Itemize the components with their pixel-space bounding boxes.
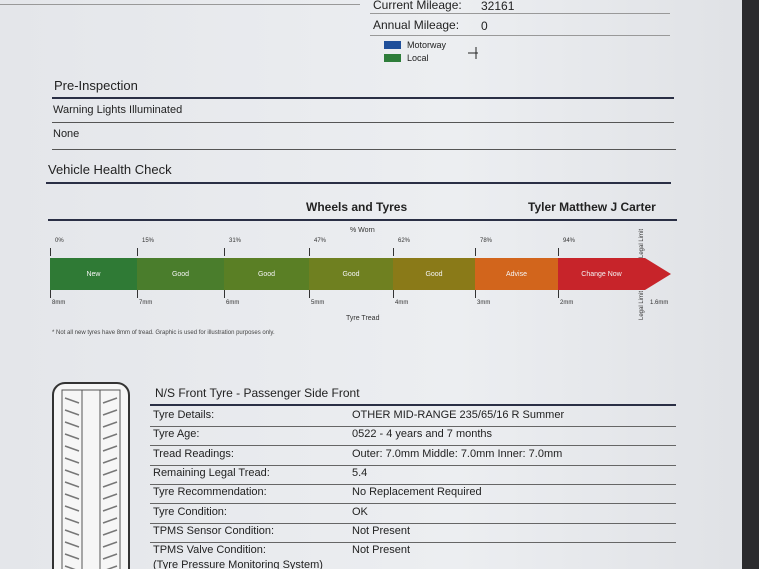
depth-label: 3mm xyxy=(477,300,491,306)
gauge-segment: Good xyxy=(137,258,224,290)
tick xyxy=(393,290,394,298)
chart-icon xyxy=(468,47,478,59)
rule xyxy=(150,541,676,543)
depth-label: 2mm xyxy=(560,300,574,306)
tick xyxy=(224,290,225,298)
row-value: 5.4 xyxy=(352,466,368,479)
rule xyxy=(48,219,677,221)
text: Warning Lights Illuminated xyxy=(53,104,183,116)
value: 0 xyxy=(481,19,488,33)
gauge-segment: Advise xyxy=(475,258,558,290)
section-title: N/S Front Tyre - Passenger Side Front xyxy=(155,386,360,400)
row-value: Not Present xyxy=(352,544,411,557)
rule xyxy=(150,503,676,505)
depth-label: 8mm xyxy=(52,300,66,306)
label: Current Mileage: xyxy=(373,0,462,12)
tick xyxy=(224,248,225,256)
row-label: Remaining Legal Tread: xyxy=(153,466,270,479)
row-label: TPMS Valve Condition: xyxy=(153,544,266,557)
worn-label: 0% xyxy=(55,238,64,244)
row-label: TPMS Sensor Condition: xyxy=(153,524,275,537)
rule xyxy=(150,522,676,524)
tick xyxy=(50,290,51,298)
worn-label: 62% xyxy=(398,238,411,244)
worn-label: 47% xyxy=(314,238,327,244)
row-value: Not Present xyxy=(352,524,411,537)
depth-label: 1.6mm xyxy=(650,300,669,306)
tick xyxy=(137,248,138,256)
subnote: (Tyre Pressure Monitoring System) xyxy=(153,559,323,569)
tick xyxy=(309,248,310,256)
rule xyxy=(52,149,676,150)
gauge-label: Tyre Tread xyxy=(346,315,380,322)
row-label: Tyre Age: xyxy=(153,428,200,441)
rule xyxy=(46,182,671,184)
gauge-segment: Change Now xyxy=(558,258,645,290)
rule xyxy=(150,445,676,447)
background-edge xyxy=(742,0,759,569)
depth-label: 6mm xyxy=(226,300,240,306)
label: Annual Mileage: xyxy=(373,18,460,32)
tick xyxy=(558,248,559,256)
customer-name: Tyler Matthew J Carter xyxy=(528,200,656,214)
heading: Wheels and Tyres xyxy=(306,200,408,214)
rule xyxy=(370,35,670,36)
row-label: Tyre Details: xyxy=(153,409,215,421)
tick xyxy=(50,248,51,256)
gauge-arrow xyxy=(645,258,671,290)
rule xyxy=(150,464,676,466)
row-label: Tyre Recommendation: xyxy=(153,486,267,499)
legend-swatch xyxy=(384,54,401,62)
rule xyxy=(150,426,676,427)
depth-label: 4mm xyxy=(395,300,409,306)
worn-label: 94% xyxy=(563,238,576,244)
gauge-label: % Worn xyxy=(350,227,375,234)
tick xyxy=(309,290,310,298)
rule xyxy=(150,404,676,406)
gauge-segment: New xyxy=(50,258,137,290)
depth-label: 5mm xyxy=(311,300,325,306)
gauge-segment: Good xyxy=(309,258,393,290)
gauge-segment: Good xyxy=(224,258,309,290)
rule xyxy=(52,97,674,99)
text: None xyxy=(53,128,80,140)
row-value: Outer: 7.0mm Middle: 7.0mm Inner: 7.0mm xyxy=(352,447,563,460)
tick xyxy=(475,248,476,256)
gauge-segment: Good xyxy=(393,258,475,290)
row-value: OK xyxy=(352,505,368,518)
row-value: No Replacement Required xyxy=(352,486,482,499)
row-label: Tread Readings: xyxy=(153,447,234,460)
section-title: Vehicle Health Check xyxy=(48,162,172,177)
tick xyxy=(393,248,394,256)
legend-swatch xyxy=(384,41,401,49)
rule xyxy=(0,4,360,5)
worn-label: 31% xyxy=(229,238,242,244)
section-title: Pre-Inspection xyxy=(54,78,138,93)
worn-label: 78% xyxy=(480,238,493,244)
rule xyxy=(52,122,674,123)
row-label: Tyre Condition: xyxy=(153,505,227,518)
depth-label: 7mm xyxy=(139,300,153,306)
legal-limit: Legal Limit xyxy=(639,290,645,320)
footnote: * Not all new tyres have 8mm of tread. G… xyxy=(52,330,275,336)
tick xyxy=(137,290,138,298)
row-value: 0522 - 4 years and 7 months xyxy=(352,428,493,441)
rule xyxy=(150,483,676,485)
worn-label: 15% xyxy=(142,238,155,244)
value: 32161 xyxy=(481,0,515,13)
tick xyxy=(558,290,559,298)
tyre-graphic xyxy=(52,382,130,569)
row-value: OTHER MID-RANGE 235/65/16 R Summer xyxy=(352,409,565,421)
tick xyxy=(475,290,476,298)
legend-label: Local xyxy=(407,53,429,63)
rule xyxy=(370,13,670,14)
legend-label: Motorway xyxy=(407,40,447,50)
